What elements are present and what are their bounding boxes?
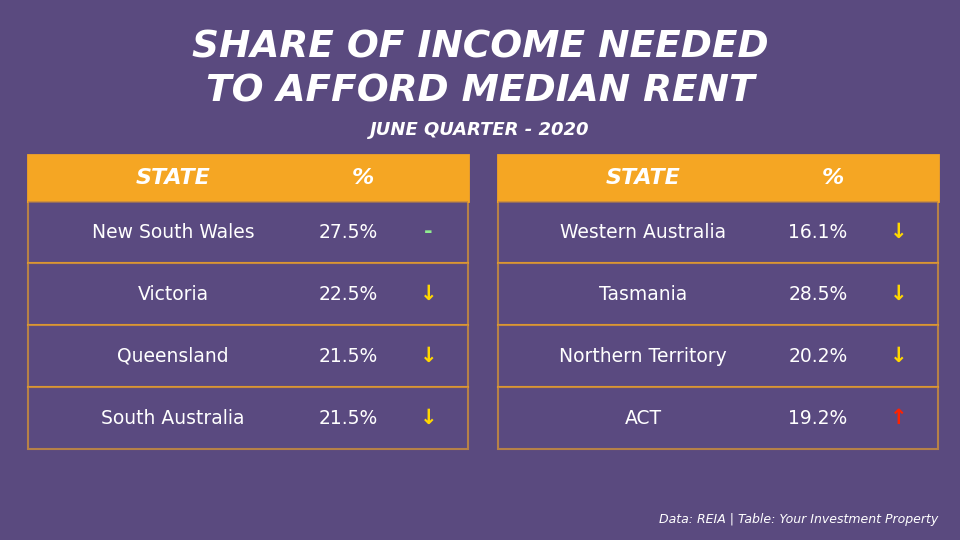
FancyBboxPatch shape [498, 387, 938, 449]
Text: 22.5%: 22.5% [319, 285, 377, 303]
FancyBboxPatch shape [28, 325, 468, 387]
Text: Tasmania: Tasmania [599, 285, 687, 303]
Text: STATE: STATE [135, 168, 210, 188]
Text: ↑: ↑ [890, 408, 907, 428]
Text: 19.2%: 19.2% [788, 408, 848, 428]
FancyBboxPatch shape [498, 201, 938, 263]
Text: ACT: ACT [625, 408, 661, 428]
FancyBboxPatch shape [498, 325, 938, 387]
Text: ↓: ↓ [890, 222, 907, 242]
Text: %: % [821, 168, 844, 188]
Text: ↓: ↓ [890, 284, 907, 304]
Text: Data: REIA | Table: Your Investment Property: Data: REIA | Table: Your Investment Prop… [659, 513, 938, 526]
Text: 21.5%: 21.5% [319, 408, 377, 428]
FancyBboxPatch shape [28, 263, 468, 325]
FancyBboxPatch shape [28, 155, 468, 201]
Text: SHARE OF INCOME NEEDED: SHARE OF INCOME NEEDED [192, 30, 768, 66]
Text: 28.5%: 28.5% [788, 285, 848, 303]
FancyBboxPatch shape [498, 155, 938, 201]
Text: %: % [351, 168, 373, 188]
Text: -: - [424, 222, 433, 242]
Text: Queensland: Queensland [117, 347, 229, 366]
Text: 21.5%: 21.5% [319, 347, 377, 366]
Text: STATE: STATE [606, 168, 681, 188]
Text: ↓: ↓ [420, 284, 437, 304]
FancyBboxPatch shape [28, 201, 468, 263]
Text: South Australia: South Australia [102, 408, 245, 428]
Text: JUNE QUARTER - 2020: JUNE QUARTER - 2020 [371, 121, 589, 139]
FancyBboxPatch shape [498, 263, 938, 325]
Text: New South Wales: New South Wales [92, 222, 254, 241]
Text: 27.5%: 27.5% [319, 222, 377, 241]
Text: 16.1%: 16.1% [788, 222, 848, 241]
Text: ↓: ↓ [420, 346, 437, 366]
Text: ↓: ↓ [420, 408, 437, 428]
Text: 20.2%: 20.2% [788, 347, 848, 366]
Text: Western Australia: Western Australia [560, 222, 727, 241]
Text: Northern Territory: Northern Territory [560, 347, 727, 366]
FancyBboxPatch shape [28, 387, 468, 449]
Text: Victoria: Victoria [137, 285, 208, 303]
Text: ↓: ↓ [890, 346, 907, 366]
Text: TO AFFORD MEDIAN RENT: TO AFFORD MEDIAN RENT [205, 74, 755, 110]
